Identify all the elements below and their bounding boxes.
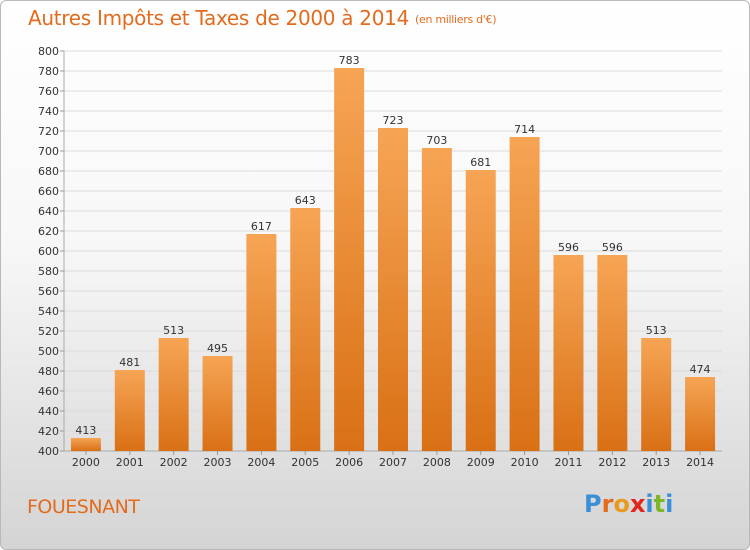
y-tick-label: 560 [38,285,59,298]
bar-2014 [685,377,716,451]
data-label: 681 [470,156,491,169]
y-tick-label: 620 [38,225,59,238]
data-label: 481 [119,356,140,369]
logo-letter: t [653,490,666,518]
data-label: 783 [339,54,360,67]
logo-letter: x [629,490,646,518]
x-tick-label: 2010 [511,456,539,469]
bar-2011 [553,255,584,451]
bars [70,68,716,451]
y-tick-label: 780 [38,65,59,78]
x-tick-label: 2007 [379,456,407,469]
logo-letter: P [584,490,602,518]
data-label: 643 [295,194,316,207]
bar-2004 [246,234,277,451]
data-label: 723 [383,114,404,127]
x-tick-label: 2011 [554,456,582,469]
logo-letter: r [601,490,614,518]
y-tick-label: 460 [38,385,59,398]
data-label: 714 [514,123,535,136]
bar-2002 [158,338,189,451]
data-label: 703 [426,134,447,147]
bar-2003 [202,356,233,451]
y-tick-label: 800 [38,45,59,58]
data-label: 617 [251,220,272,233]
y-tick-label: 760 [38,85,59,98]
y-tick-label: 720 [38,125,59,138]
x-tick-label: 2006 [335,456,363,469]
y-tick-label: 600 [38,245,59,258]
data-label: 413 [75,424,96,437]
logo-letter: i [665,490,674,518]
proxiti-logo[interactable]: Proxiti [584,490,673,518]
bar-2006 [334,68,365,451]
bar-2013 [641,338,672,451]
chart-title: Autres Impôts et Taxes de 2000 à 2014 (en… [28,6,496,30]
x-tick-label: 2001 [116,456,144,469]
data-label: 495 [207,342,228,355]
bar-2010 [509,137,540,451]
y-tick-label: 400 [38,445,59,458]
x-tick-label: 2005 [291,456,319,469]
y-tick-label: 700 [38,145,59,158]
title-unit: (en milliers d'€) [415,13,497,26]
data-label: 596 [558,241,579,254]
x-tick-label: 2004 [247,456,275,469]
x-tick-label: 2000 [72,456,100,469]
x-tick-label: 2013 [642,456,670,469]
y-tick-label: 420 [38,425,59,438]
title-text: Autres Impôts et Taxes de 2000 à 2014 [28,6,409,30]
data-label: 513 [646,324,667,337]
x-tick-label: 2009 [467,456,495,469]
bar-2001 [114,370,145,451]
x-tick-label: 2003 [204,456,232,469]
y-tick-label: 540 [38,305,59,318]
y-tick-label: 440 [38,405,59,418]
y-tick-label: 660 [38,185,59,198]
x-tick-label: 2012 [598,456,626,469]
bar-2012 [597,255,628,451]
data-labels: 413 481 513 495 617 643 783 723 703 681 714 596 596 5… [75,54,710,437]
x-tick-label: 2008 [423,456,451,469]
y-tick-label: 480 [38,365,59,378]
y-tick-label: 520 [38,325,59,338]
city-name: FOUESNANT [27,496,140,518]
y-tick-label: 680 [38,165,59,178]
x-tick-label: 2002 [160,456,188,469]
y-tick-label: 740 [38,105,59,118]
data-label: 513 [163,324,184,337]
bar-2008 [421,148,452,451]
bar-2005 [290,208,321,451]
y-tick-label: 640 [38,205,59,218]
logo-letter: i [645,490,654,518]
bar-2000 [70,438,101,451]
y-tick-label: 580 [38,265,59,278]
x-tick-label: 2014 [686,456,714,469]
data-label: 596 [602,241,623,254]
data-label: 474 [690,363,711,376]
bar-2009 [465,170,496,451]
y-tick-label: 500 [38,345,59,358]
bar-2007 [378,128,408,451]
logo-letter: o [613,490,630,518]
